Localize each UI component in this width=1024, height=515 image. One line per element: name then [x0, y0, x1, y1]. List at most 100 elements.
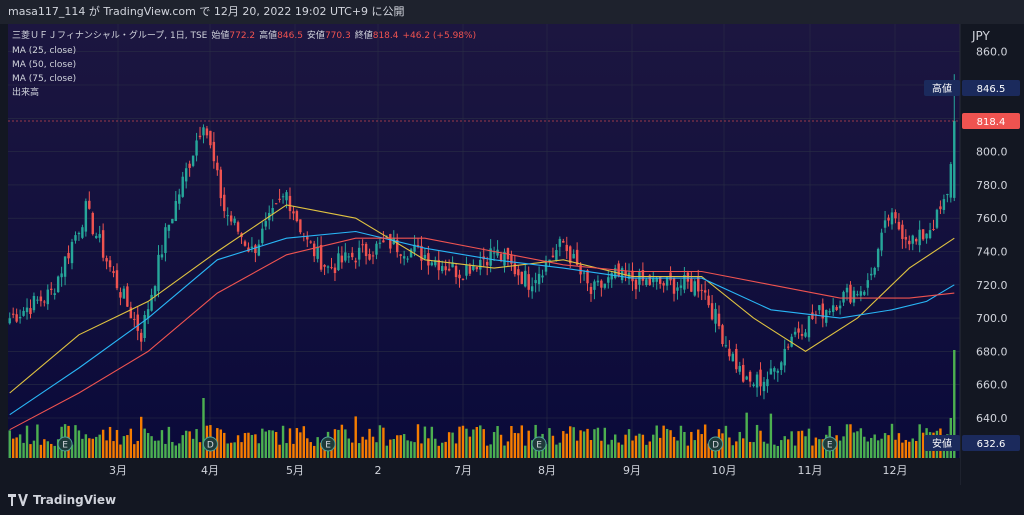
candle-body: [797, 328, 800, 333]
volume-bar: [202, 398, 205, 458]
candle-body: [901, 224, 904, 239]
time-tick-label: 12月: [883, 464, 908, 477]
candle-body: [126, 286, 129, 307]
volume-bar: [406, 440, 409, 458]
volume-bar: [911, 438, 914, 458]
candle-body: [257, 244, 261, 256]
ma50-line: [9, 230, 955, 416]
volume-bar: [766, 443, 769, 458]
volume-bar: [866, 441, 869, 458]
volume-bar: [371, 436, 375, 458]
volume-bar: [278, 444, 281, 458]
volume-bar: [108, 426, 112, 458]
price-tick-label: 860.0: [976, 46, 1008, 59]
volume-bar: [548, 428, 551, 458]
footer: TradingView: [0, 485, 1024, 515]
volume-bar: [593, 429, 596, 458]
brand-label: TradingView: [33, 493, 117, 507]
candle-body: [548, 259, 551, 262]
candle-body: [36, 299, 39, 301]
price-tick-label: 800.0: [976, 146, 1008, 159]
candle-body: [226, 215, 229, 217]
event-marker-label: D: [207, 441, 214, 451]
volume-bar: [88, 438, 91, 458]
volume-bar: [610, 439, 613, 458]
candle-body: [800, 333, 804, 336]
candle-body: [603, 283, 607, 288]
candle-body: [683, 275, 686, 290]
plot-area[interactable]: [8, 24, 960, 458]
publisher-text: masa117_114 が TradingView.com で 12月 20, …: [8, 5, 405, 18]
volume-bar: [638, 433, 641, 458]
price-axis-bg[interactable]: [960, 24, 1024, 485]
candle-body: [243, 241, 247, 246]
volume-bar: [139, 416, 143, 458]
volume-bar: [921, 432, 925, 458]
time-ticks: 3月 4月 5月 2 7月 8月 9月 10月 11月 12月: [109, 464, 908, 477]
candle-body: [485, 261, 489, 266]
candle-body: [420, 245, 423, 261]
price-tick-label: 720.0: [976, 279, 1008, 292]
price-chart[interactable]: E D E E D E 三菱ＵＦＪフィナンシャル・グループ, 1日, TSE 始値772.2…: [0, 24, 1024, 485]
volume-bar: [603, 427, 607, 458]
candle-body: [95, 235, 98, 238]
candle-body: [309, 241, 312, 243]
candle-body: [513, 263, 517, 275]
volume-bar: [742, 438, 745, 458]
candle-body: [285, 192, 288, 201]
candle-body: [915, 238, 918, 242]
candle-body: [634, 279, 638, 290]
volume-bar: [389, 439, 392, 458]
volume-bar: [804, 436, 807, 458]
candle-body: [866, 280, 869, 288]
candle-body: [652, 278, 655, 283]
candle-body: [842, 291, 845, 303]
candle-body: [873, 267, 876, 275]
volume-bar: [510, 426, 513, 458]
volume-bar: [745, 412, 748, 458]
candle-body: [506, 248, 510, 260]
candle-body: [624, 271, 627, 276]
candle-body: [579, 264, 582, 275]
volume-bar: [191, 438, 195, 458]
volume-bar: [236, 435, 240, 458]
candle-body: [880, 232, 883, 251]
volume-bar: [842, 436, 845, 458]
tradingview-logo[interactable]: TradingView: [8, 493, 116, 507]
volume-bar: [496, 426, 499, 458]
candle-body: [167, 224, 171, 231]
candle-body: [229, 215, 233, 222]
volume-bar: [129, 428, 133, 458]
volume-bar: [492, 432, 496, 458]
volume-bar: [530, 440, 534, 458]
candle-body: [883, 220, 887, 228]
volume-bar: [43, 439, 46, 458]
volume-bar: [555, 444, 558, 458]
candle-body: [721, 325, 724, 345]
volume-bar: [613, 434, 617, 458]
volume-bar: [430, 426, 434, 458]
high-value: 846.5: [977, 84, 1006, 95]
candle-body: [368, 253, 371, 260]
volume-bar: [84, 434, 88, 458]
candle-body: [402, 256, 406, 259]
candle-body: [91, 212, 94, 235]
candle-body: [818, 305, 821, 311]
publish-bar: masa117_114 が TradingView.com で 12月 20, …: [0, 0, 1024, 24]
volume-bar: [119, 444, 122, 458]
candle-body: [178, 194, 181, 204]
volume-bar: [153, 440, 157, 458]
volume-bar: [686, 445, 690, 458]
candle-body: [60, 273, 63, 278]
volume-bar: [513, 432, 517, 458]
volume-bar: [81, 438, 84, 458]
time-axis-bg[interactable]: [8, 458, 960, 485]
candle-body: [84, 201, 88, 232]
candle-body: [648, 275, 652, 285]
volume-bar: [198, 442, 202, 458]
volume-bar: [690, 431, 693, 458]
volume-bar: [337, 429, 340, 458]
volume-bar: [586, 428, 589, 458]
candle-body: [693, 281, 696, 296]
candle-body: [129, 307, 133, 319]
